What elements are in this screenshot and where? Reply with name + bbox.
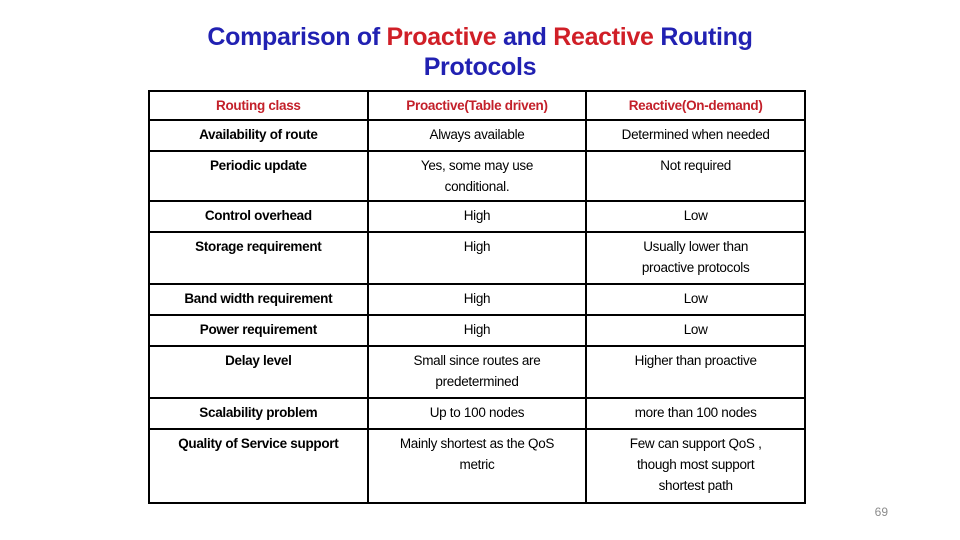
table-header-row: Routing class Proactive(Table driven) Re…: [148, 90, 806, 121]
cell-label: Scalability problem: [148, 397, 369, 430]
table-row: Delay level Small since routes are prede…: [148, 345, 806, 399]
comparison-table: Routing class Proactive(Table driven) Re…: [148, 90, 806, 504]
cell-reactive: Determined when needed: [585, 119, 806, 152]
table-row: Availability of route Always available D…: [148, 119, 806, 152]
cell-reactive: Low: [585, 283, 806, 316]
table-row: Scalability problem Up to 100 nodes more…: [148, 397, 806, 430]
cell-reactive: Higher than proactive: [585, 345, 806, 399]
cell-reactive: Not required: [585, 150, 806, 202]
cell-label: Quality of Service support: [148, 428, 369, 504]
cell-reactive: Few can support QoS , though most suppor…: [585, 428, 806, 504]
cell-label: Delay level: [148, 345, 369, 399]
cell-proactive: High: [366, 283, 588, 316]
cell-label: Control overhead: [148, 200, 369, 233]
table-row: Quality of Service support Mainly shorte…: [148, 428, 806, 504]
title-segment: Comparison of: [207, 23, 387, 51]
cell-label: Power requirement: [148, 314, 369, 347]
table-row: Control overhead High Low: [148, 200, 806, 233]
header-cell-proactive: Proactive(Table driven): [366, 90, 588, 121]
cell-proactive: High: [366, 314, 588, 347]
cell-label: Storage requirement: [148, 231, 369, 285]
title-segment: Proactive: [386, 23, 497, 51]
cell-proactive: Up to 100 nodes: [366, 397, 588, 430]
title-segment: Reactive: [553, 23, 654, 51]
cell-reactive: Low: [585, 314, 806, 347]
title-segment: Routing Protocols: [423, 23, 753, 81]
cell-proactive: Always available: [366, 119, 588, 152]
slide-title: Comparison of Proactive and Reactive Rou…: [0, 22, 960, 82]
table-row: Power requirement High Low: [148, 314, 806, 347]
cell-reactive: Low: [585, 200, 806, 233]
header-cell-routing-class: Routing class: [148, 90, 369, 121]
cell-label: Periodic update: [148, 150, 369, 202]
cell-proactive: Small since routes are predetermined: [366, 345, 588, 399]
cell-reactive: Usually lower than proactive protocols: [585, 231, 806, 285]
title-segment: and: [496, 23, 554, 51]
table-row: Storage requirement High Usually lower t…: [148, 231, 806, 285]
cell-proactive: High: [366, 200, 588, 233]
cell-label: Band width requirement: [148, 283, 369, 316]
header-cell-reactive: Reactive(On-demand): [585, 90, 806, 121]
cell-label: Availability of route: [148, 119, 369, 152]
table-row: Band width requirement High Low: [148, 283, 806, 316]
cell-proactive: Mainly shortest as the QoS metric: [366, 428, 588, 504]
cell-proactive: High: [366, 231, 588, 285]
cell-reactive: more than 100 nodes: [585, 397, 806, 430]
cell-proactive: Yes, some may use conditional.: [366, 150, 588, 202]
table-row: Periodic update Yes, some may use condit…: [148, 150, 806, 202]
page-number: 69: [874, 505, 888, 519]
